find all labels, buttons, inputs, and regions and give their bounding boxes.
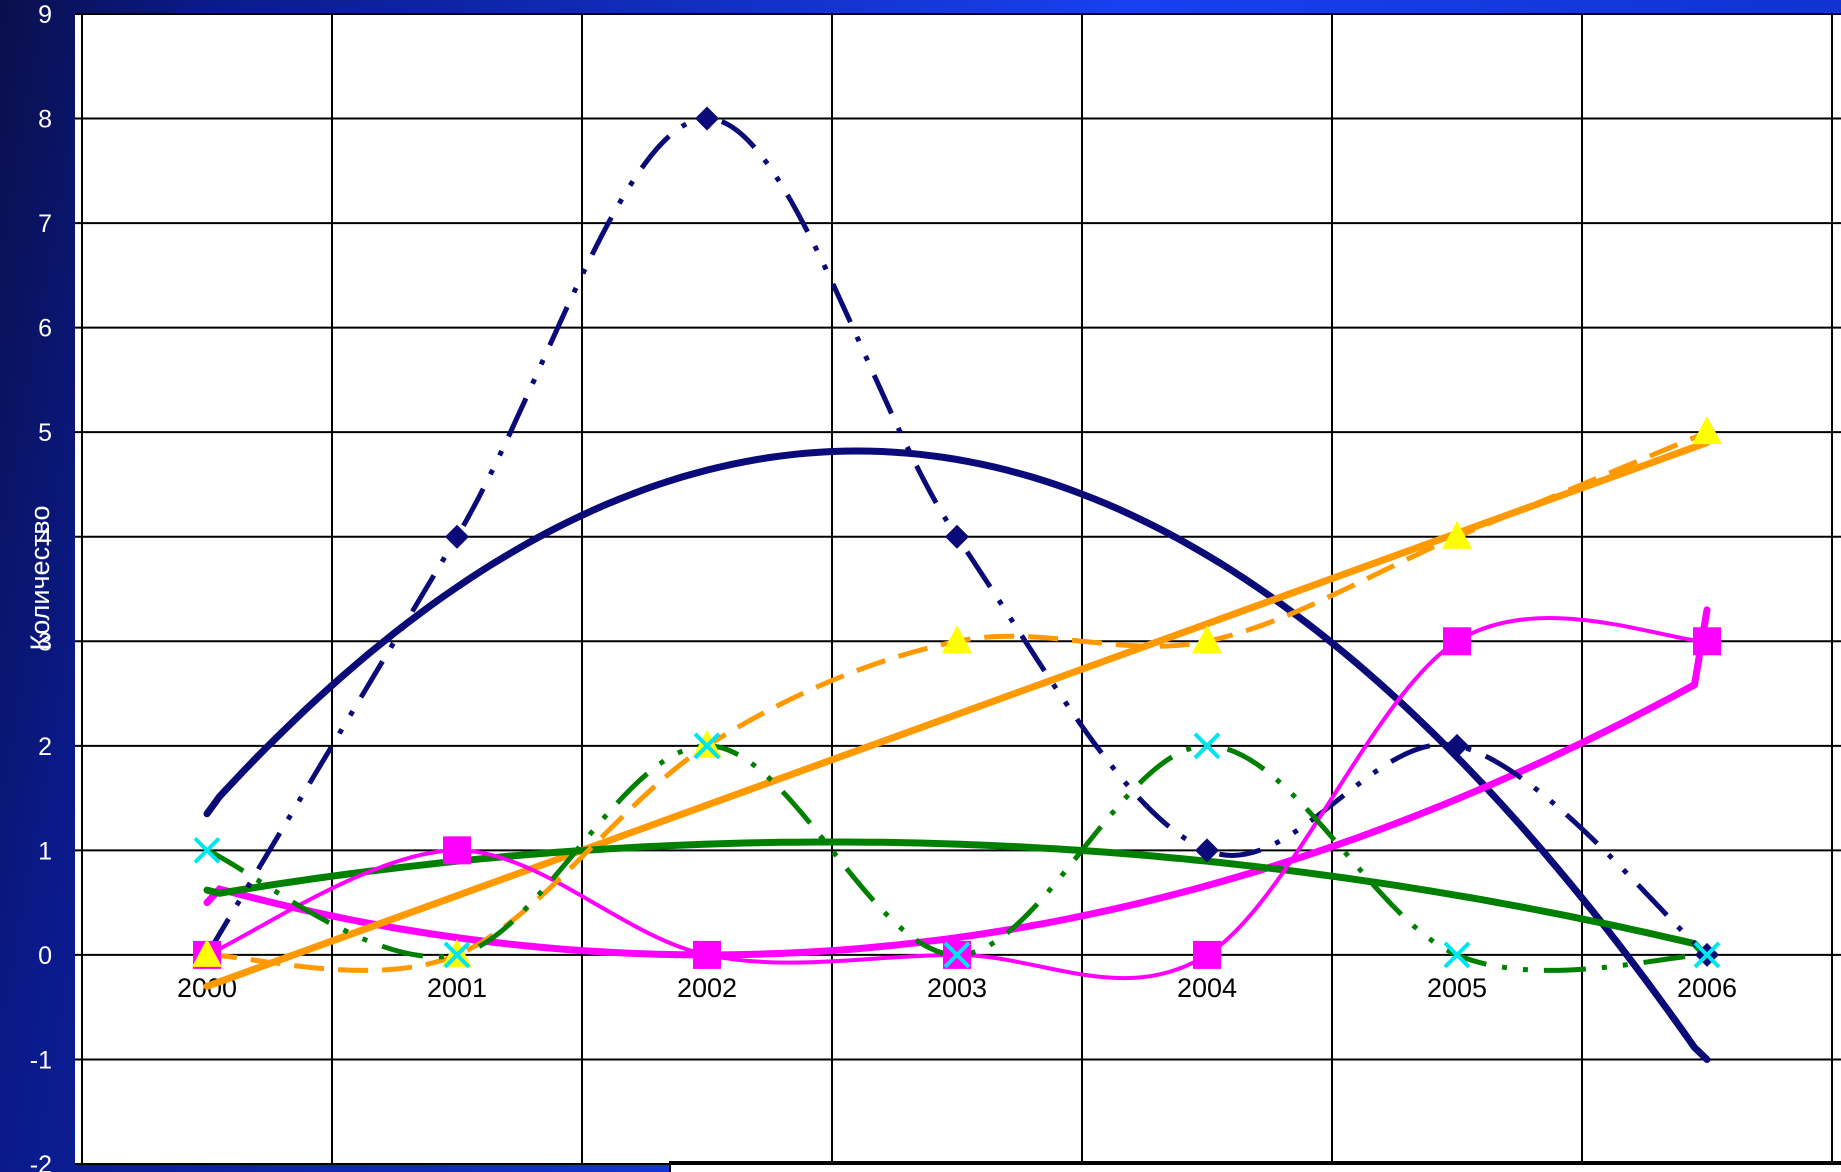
series-0-point <box>445 524 469 549</box>
series-2-point <box>1692 416 1722 445</box>
series-3-point <box>1443 941 1471 969</box>
series-3-point <box>693 732 721 760</box>
series-1-point <box>1693 627 1721 656</box>
x-tick-label: 2002 <box>677 973 737 1003</box>
y-tick-label: 7 <box>38 210 52 238</box>
series-1-point <box>1443 627 1471 656</box>
x-axis-ticks: 2000 2001 2002 2003 2004 2005 2006 <box>177 973 1737 1003</box>
series-3-point <box>943 941 971 969</box>
legend-box <box>669 1161 1841 1172</box>
x-tick-label: 2001 <box>427 973 487 1003</box>
series-2-point <box>192 938 222 967</box>
series-1-point <box>1193 940 1221 969</box>
series-0-point <box>695 106 719 131</box>
y-tick-label: -1 <box>30 1046 52 1074</box>
series-3-point <box>1193 732 1221 760</box>
series-markers <box>192 106 1722 969</box>
x-tick-label: 2006 <box>1677 973 1737 1003</box>
y-tick-label: 4 <box>38 524 52 552</box>
y-tick-label: 3 <box>38 628 52 656</box>
y-tick-label: 1 <box>38 837 52 865</box>
y-tick-label: 0 <box>38 942 52 970</box>
y-tick-label: -2 <box>30 1151 52 1172</box>
series-3-point <box>1693 941 1721 969</box>
y-axis-ticks: -2 -1 0 1 2 3 4 5 6 7 8 9 <box>30 1 52 1172</box>
x-tick-label: 2003 <box>927 973 987 1003</box>
y-tick-label: 2 <box>38 733 52 761</box>
trendline-1 <box>203 606 1711 959</box>
y-axis-label: Количество <box>25 506 55 651</box>
x-tick-label: 2005 <box>1427 973 1487 1003</box>
series-2-point <box>942 625 972 654</box>
y-tick-label: 9 <box>38 1 52 29</box>
y-tick-label: 8 <box>38 106 52 134</box>
series-3-point <box>193 836 221 864</box>
grid <box>75 13 1841 1165</box>
series-1-point <box>443 836 471 865</box>
series-2-point <box>1442 520 1472 549</box>
series-2-point <box>1192 625 1222 654</box>
series-1-point <box>693 940 721 969</box>
series-0-point <box>1445 733 1469 758</box>
series-0-point <box>1195 838 1219 863</box>
y-tick-label: 6 <box>38 315 52 343</box>
y-tick-label: 5 <box>38 419 52 447</box>
x-tick-label: 2004 <box>1177 973 1237 1003</box>
series-0-point <box>945 524 969 549</box>
series-3-point <box>443 941 471 969</box>
